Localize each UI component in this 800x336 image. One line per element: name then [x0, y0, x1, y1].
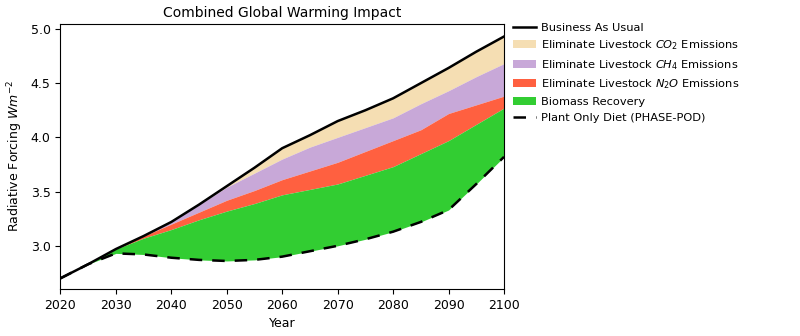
- Y-axis label: Radiative Forcing $Wm^{-2}$: Radiative Forcing $Wm^{-2}$: [6, 80, 25, 233]
- X-axis label: Year: Year: [269, 318, 295, 330]
- Title: Combined Global Warming Impact: Combined Global Warming Impact: [163, 6, 402, 19]
- Legend: Business As Usual, Eliminate Livestock $CO_2$ Emissions, Eliminate Livestock $CH: Business As Usual, Eliminate Livestock $…: [509, 18, 745, 127]
